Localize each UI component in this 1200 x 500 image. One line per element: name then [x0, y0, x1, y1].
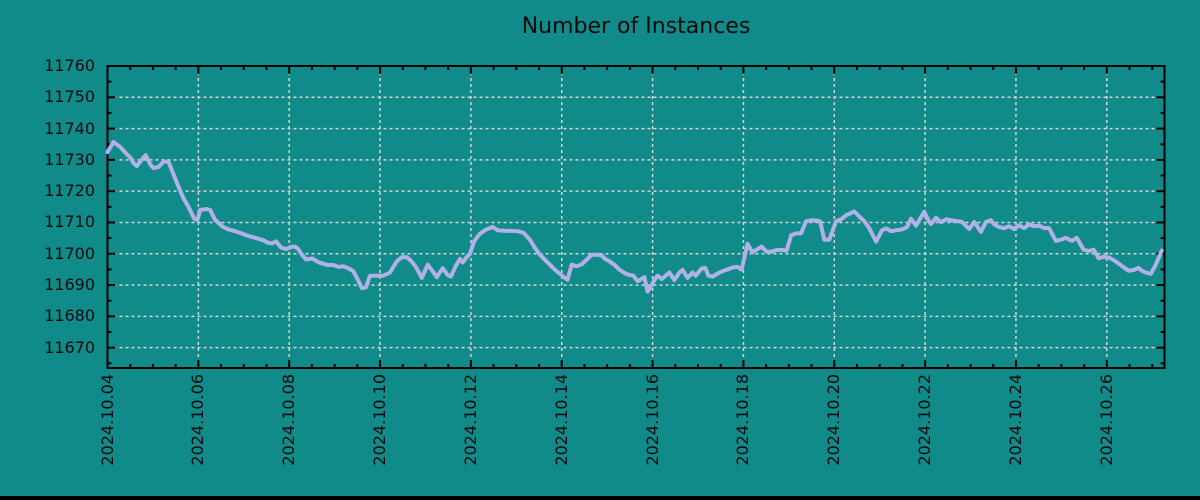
x-tick-label: 2024.10.22 — [915, 374, 935, 466]
x-tick-label: 2024.10.26 — [1096, 374, 1116, 466]
x-tick-label: 2024.10.14 — [551, 374, 571, 466]
y-tick-label: 11750 — [44, 87, 95, 107]
y-tick-label: 11760 — [44, 56, 95, 75]
chart-title: Number of Instances — [521, 14, 751, 39]
x-tick-label: 2024.10.04 — [97, 374, 117, 466]
x-tick-label: 2024.10.06 — [188, 374, 208, 466]
x-tick-label: 2024.10.20 — [824, 374, 844, 466]
y-tick-label: 11700 — [44, 243, 95, 263]
x-tick-label: 2024.10.16 — [642, 374, 662, 466]
x-tick-label: 2024.10.24 — [1005, 374, 1025, 466]
y-tick-label: 11740 — [44, 118, 95, 138]
plot-border — [106, 65, 1166, 369]
data-line — [105, 140, 1164, 294]
y-tick-label: 11710 — [44, 212, 95, 232]
y-tick-label: 11670 — [44, 337, 95, 357]
x-tick-label: 2024.10.12 — [460, 374, 480, 466]
y-tick-label: 11720 — [44, 181, 95, 201]
y-tick-label: 11730 — [44, 149, 95, 169]
x-tick-label: 2024.10.10 — [370, 374, 390, 466]
x-tick-label: 2024.10.18 — [733, 374, 753, 466]
y-tick-label: 11690 — [44, 275, 95, 295]
y-tick-label: 11680 — [44, 306, 95, 326]
bottom-edge-bar — [0, 496, 1200, 500]
x-tick-label: 2024.10.08 — [279, 374, 299, 466]
